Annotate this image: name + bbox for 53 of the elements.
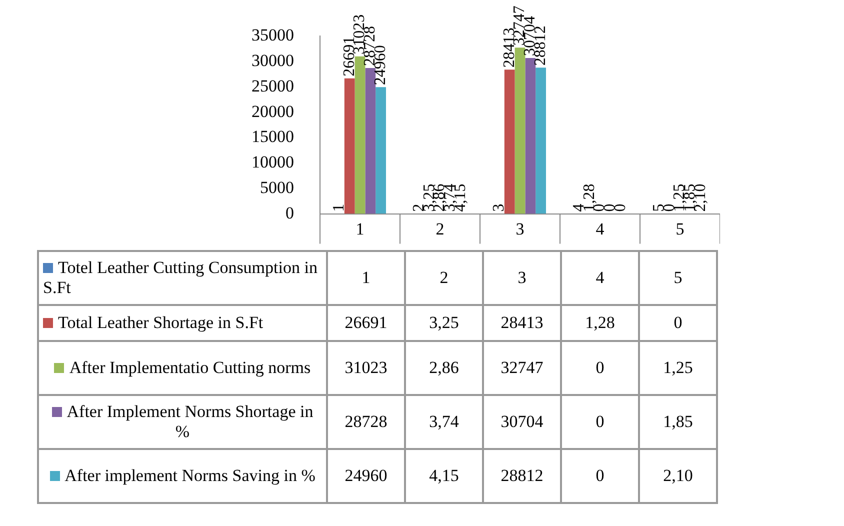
- data-label: 31023: [327, 341, 405, 395]
- x-tick-label: 5: [639, 251, 717, 305]
- category-label: 2: [436, 219, 444, 238]
- data-label: 1: [330, 204, 348, 212]
- bar: [536, 68, 546, 214]
- y-tick-label: 20000: [252, 102, 294, 121]
- data-label: 3,25: [405, 305, 483, 341]
- bar: [365, 68, 376, 214]
- legend-label: After implement Norms Saving in %: [64, 466, 316, 485]
- data-label: 1,28: [561, 305, 639, 341]
- category-label: 4: [596, 219, 604, 238]
- y-tick-label: 25000: [252, 76, 294, 96]
- category-label: 5: [676, 219, 684, 238]
- data-label: 2,86: [405, 341, 483, 395]
- data-label: 0: [639, 305, 717, 341]
- bar: [525, 58, 536, 214]
- data-label: 0: [561, 341, 639, 395]
- data-label: 1,85: [639, 395, 717, 449]
- legend-label: Total Leather Shortage in S.Ft: [58, 313, 264, 332]
- y-tick-label: 30000: [252, 51, 294, 70]
- y-tick-label: 0: [286, 203, 294, 222]
- data-label: 1,25: [639, 341, 717, 395]
- x-tick-label: 1: [327, 251, 405, 305]
- x-tick-label: 2: [405, 251, 483, 305]
- x-tick-label: 4: [561, 251, 639, 305]
- category-label: 3: [516, 219, 524, 238]
- data-label: 28728: [327, 395, 405, 449]
- data-label: 26691: [327, 305, 405, 341]
- legend-label: After Implement Norms Shortage in %: [66, 402, 314, 441]
- bar: [376, 87, 386, 214]
- data-label: 0: [561, 395, 639, 449]
- category-label: 1: [356, 219, 364, 238]
- x-tick-label: 3: [483, 251, 561, 305]
- bar: [344, 78, 355, 214]
- data-label: 32747: [483, 341, 561, 395]
- y-tick-label: 15000: [252, 127, 294, 146]
- data-label: 28413: [483, 305, 561, 341]
- bar: [514, 48, 526, 214]
- legend-label: After Implementatio Cutting norms: [69, 358, 311, 377]
- data-label: 2,10: [639, 449, 717, 503]
- data-label: 3: [490, 204, 508, 212]
- data-label: 30704: [483, 395, 561, 449]
- y-tick-label: 5000: [260, 178, 294, 197]
- legend-label: Totel Leather Cutting Consumption in S.Ft: [43, 258, 318, 297]
- data-label: 0: [561, 449, 639, 503]
- bar: [354, 56, 366, 214]
- y-tick-label: 10000: [252, 152, 294, 172]
- bar: [504, 70, 515, 214]
- y-tick-label: 35000: [252, 26, 294, 45]
- data-label: 3,74: [405, 395, 483, 449]
- data-label: 4,15: [405, 449, 483, 503]
- data-label: 24960: [327, 449, 405, 503]
- data-label: 28812: [483, 449, 561, 503]
